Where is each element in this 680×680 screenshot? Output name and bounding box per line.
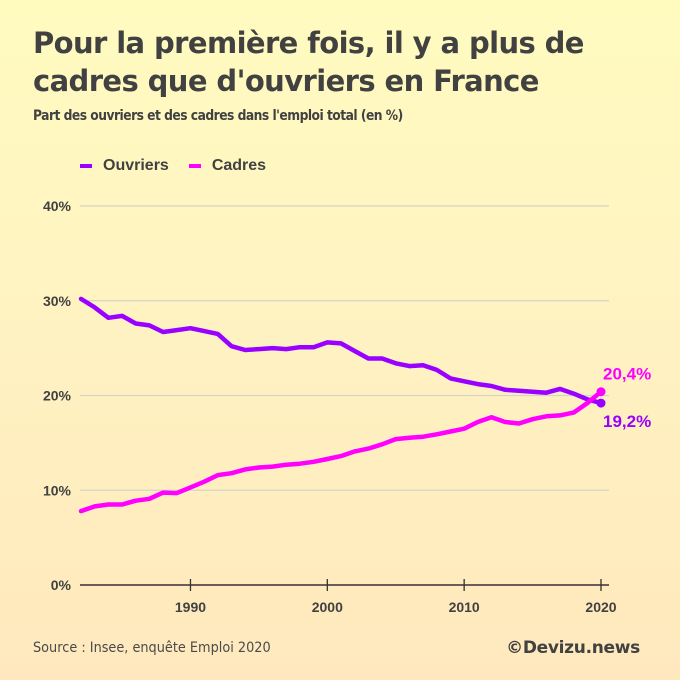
x-tick-label: 2020 [585, 599, 616, 615]
legend-item-cadres: Cadres [188, 157, 267, 175]
end-label-ouvriers: 19,2% [603, 412, 651, 431]
y-axis: 0% 10% 20% 30% 40% [43, 198, 72, 593]
end-point-ouvriers [596, 398, 606, 408]
legend-swatch-ouvriers [80, 164, 92, 168]
series-line-ouvriers [78, 296, 604, 406]
legend-item-ouvriers: Ouvriers [80, 157, 169, 175]
chart-title: Pour la première fois, il y a plus de ca… [33, 26, 584, 98]
x-tick-label: 2000 [312, 599, 343, 615]
series-line-cadres [78, 389, 604, 514]
y-tick-label: 30% [43, 293, 72, 309]
chart-subtitle: Part des ouvriers et des cadres dans l'e… [33, 108, 403, 124]
y-tick-label: 20% [43, 388, 72, 404]
source-note: Source : Insee, enquête Emploi 2020 [33, 640, 271, 656]
end-point-cadres [596, 387, 606, 397]
y-tick-label: 10% [43, 482, 72, 498]
x-axis: 1990 2000 2010 2020 [80, 579, 617, 615]
legend-label-cadres: Cadres [211, 157, 267, 174]
legend-label-ouvriers: Ouvriers [103, 157, 169, 174]
legend: Ouvriers Cadres [80, 157, 286, 175]
end-label-cadres: 20,4% [603, 365, 651, 384]
x-tick-label: 1990 [175, 599, 206, 615]
end-labels: 19,2% 20,4% [603, 365, 651, 431]
y-tick-label: 0% [51, 577, 72, 593]
series-lines [78, 296, 606, 514]
brand-credit: ©Devizu.news [506, 638, 640, 658]
legend-swatch-cadres [188, 164, 201, 168]
gridlines [80, 205, 609, 491]
y-tick-label: 40% [43, 198, 72, 214]
x-tick-label: 2010 [449, 599, 480, 615]
